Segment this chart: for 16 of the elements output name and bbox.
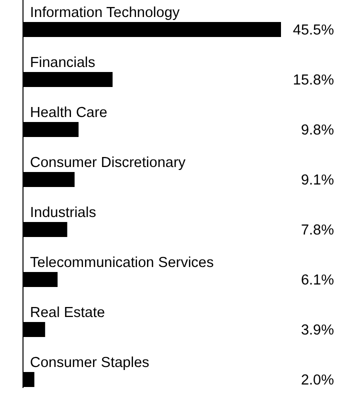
data-label: 7.8% <box>300 222 334 239</box>
data-label: 45.5% <box>292 22 334 39</box>
y-tick-label: Health Care <box>30 105 108 121</box>
data-label: 3.9% <box>300 322 334 339</box>
y-tick-label: Information Technology <box>30 5 180 21</box>
y-tick-label: Industrials <box>30 205 96 221</box>
y-tick-label: Financials <box>30 55 96 71</box>
y-tick-label: Telecommunication Services <box>30 255 214 271</box>
data-label: 15.8% <box>292 72 334 89</box>
data-label: 9.8% <box>300 122 334 139</box>
data-label: 6.1% <box>300 272 334 289</box>
data-label: 2.0% <box>300 372 334 389</box>
y-tick-label: Consumer Discretionary <box>30 155 186 171</box>
y-tick-label: Consumer Staples <box>30 355 150 371</box>
data-label: 9.1% <box>300 172 334 189</box>
y-tick-label: Real Estate <box>30 305 105 321</box>
